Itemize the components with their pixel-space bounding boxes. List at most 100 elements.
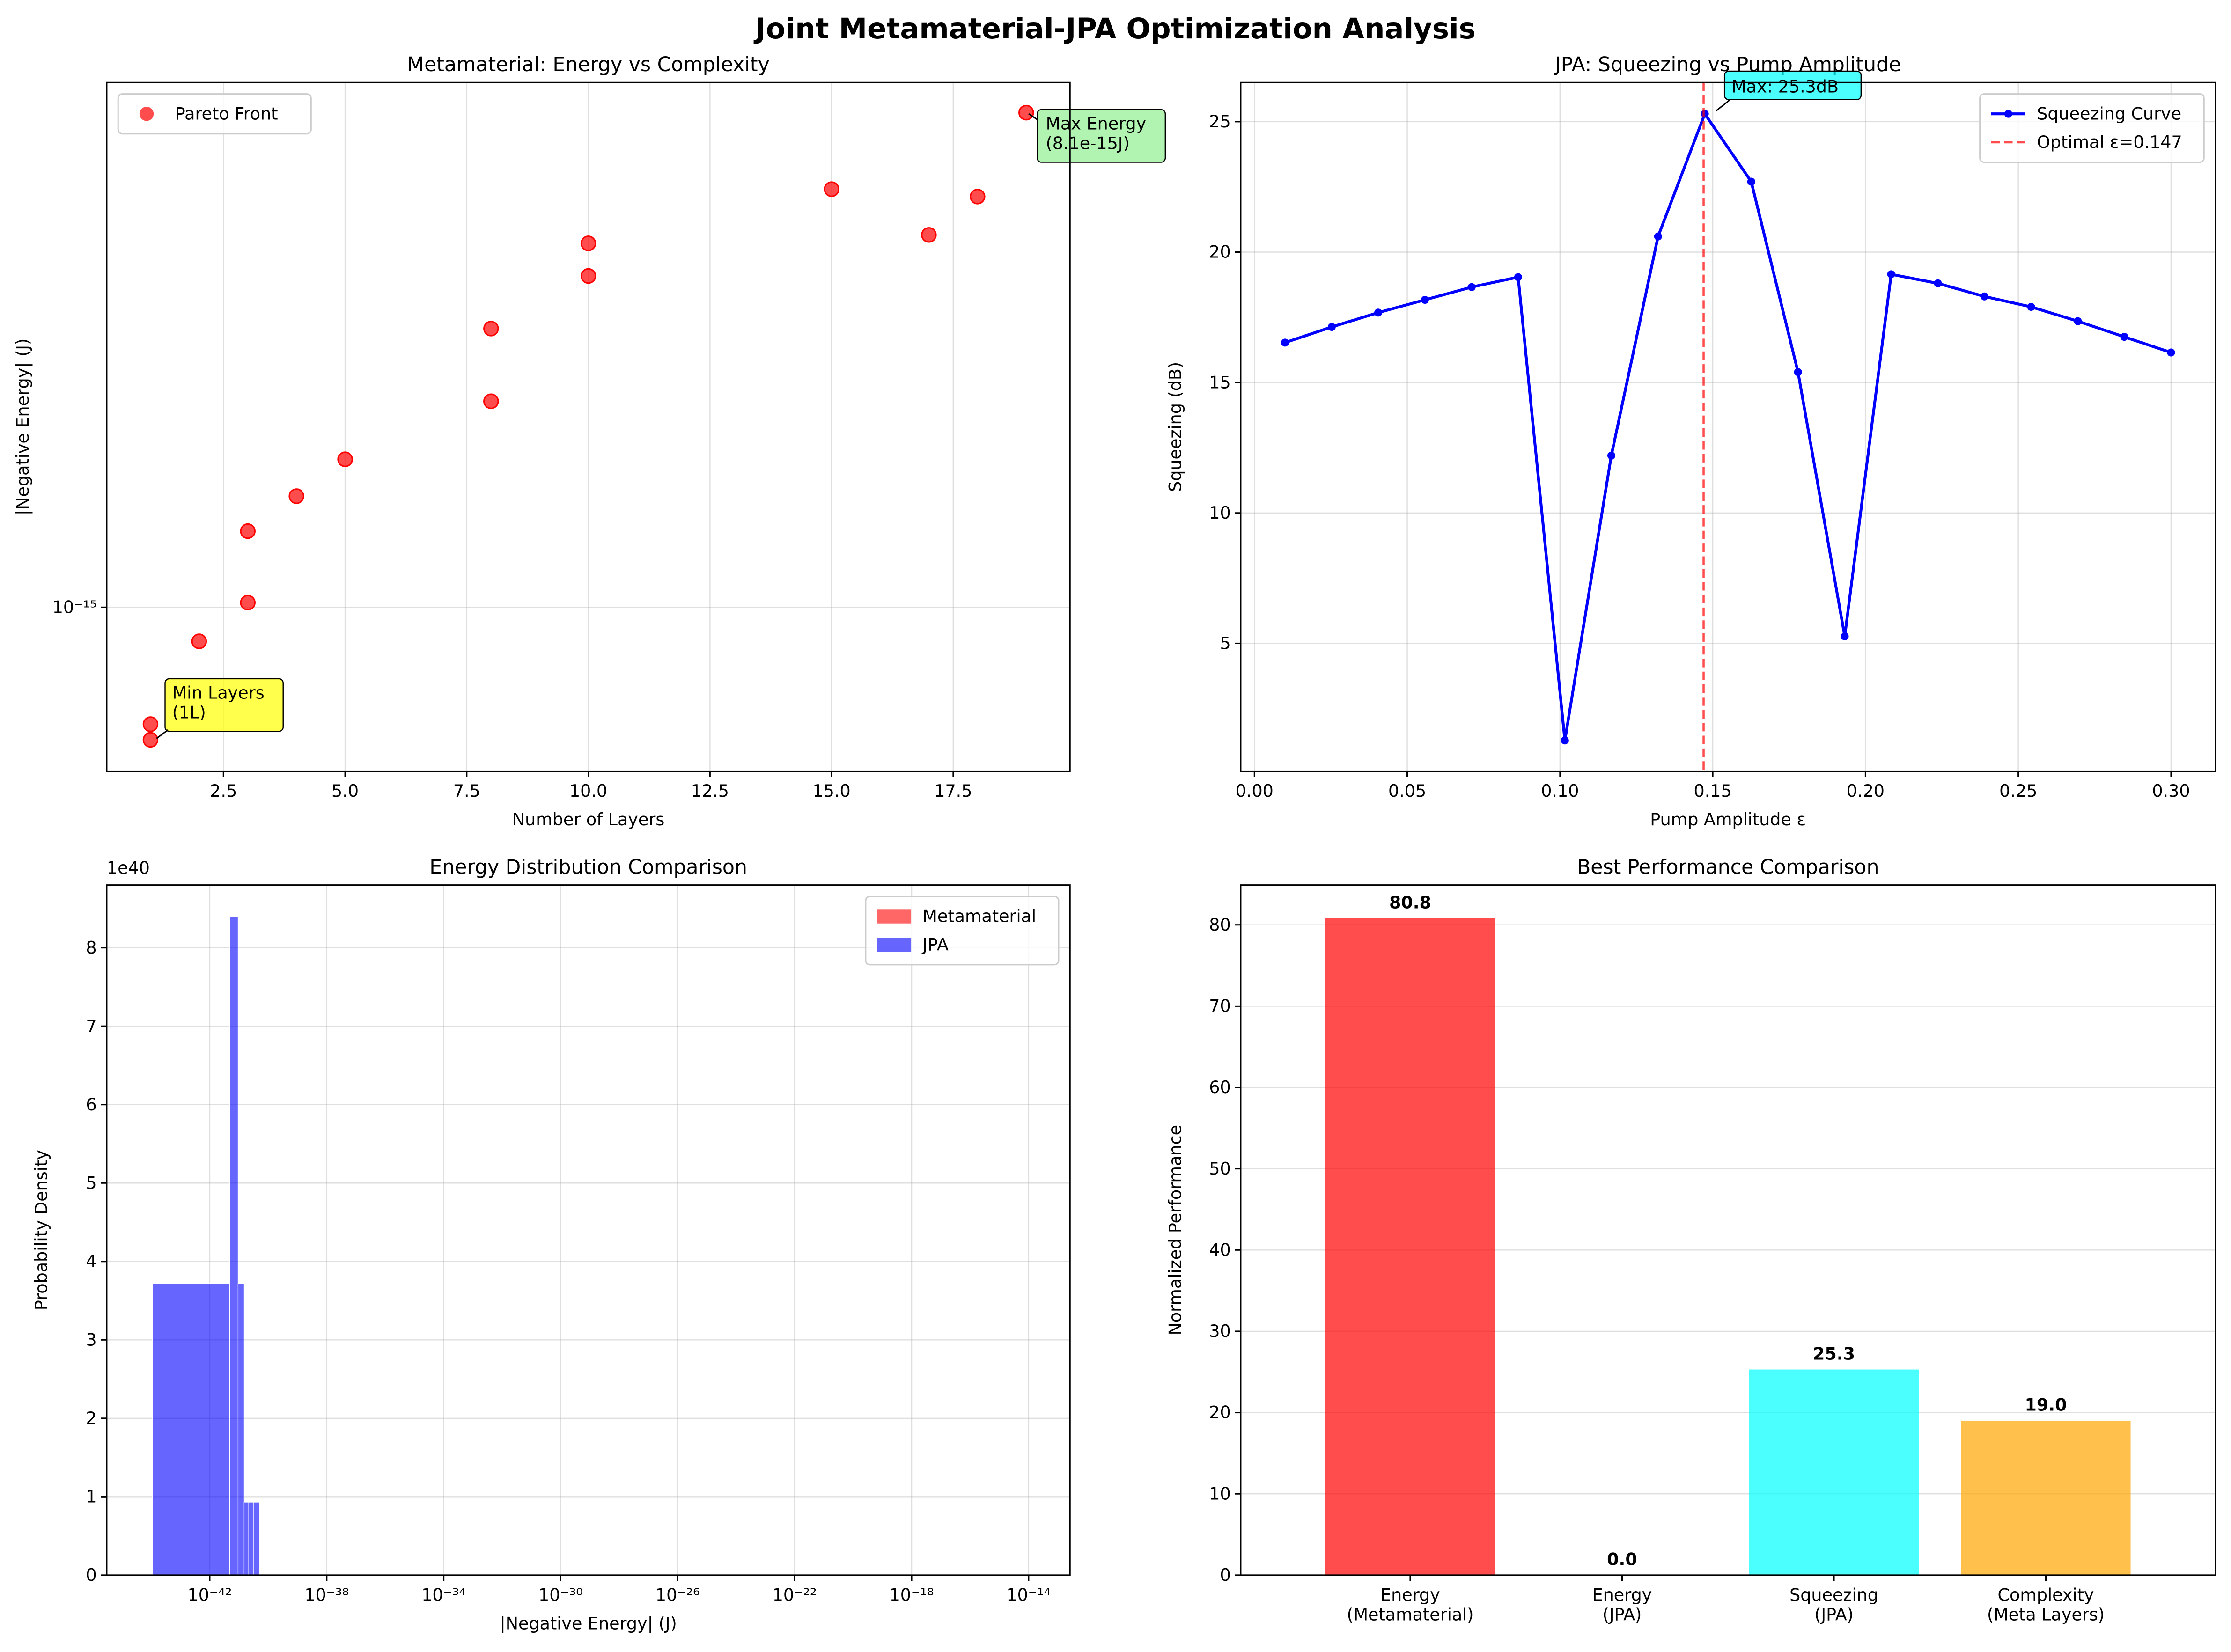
- scatter-point: [970, 189, 986, 205]
- legend-label: Metamaterial: [922, 906, 1036, 926]
- x-tick-label: 0.25: [1999, 781, 2037, 801]
- y-tick-label: 7: [86, 1016, 96, 1036]
- y-tick-label: 10: [1209, 1483, 1230, 1504]
- scatter-point: [580, 235, 596, 251]
- legend-label: Optimal ε=0.147: [2037, 132, 2182, 152]
- x-tick-label: 7.5: [453, 781, 480, 801]
- legend-label: JPA: [921, 934, 948, 954]
- line-marker: [1374, 308, 1383, 317]
- x-tick-label: Energy (JPA): [1592, 1585, 1652, 1625]
- x-tick-label: 15.0: [813, 781, 851, 801]
- x-tick-label: 10⁻³⁰: [538, 1585, 583, 1605]
- line-marker: [1794, 368, 1802, 376]
- annotation-arrow: [156, 729, 169, 739]
- scatter-point: [921, 227, 937, 243]
- line-marker: [1327, 323, 1336, 331]
- line-marker: [1887, 270, 1895, 279]
- y-tick-label: 80: [1209, 915, 1230, 935]
- y-tick-label: 0: [86, 1565, 96, 1585]
- annotation-arrow: [1715, 99, 1731, 112]
- scatter-point: [240, 523, 256, 539]
- x-tick-label: 10⁻²²: [773, 1585, 817, 1605]
- scatter-point: [288, 488, 304, 504]
- scatter-point: [483, 393, 499, 409]
- scatter-point: [142, 716, 159, 732]
- y-tick-label: 2: [86, 1408, 96, 1428]
- x-tick-label: Squeezing (JPA): [1789, 1585, 1878, 1625]
- scatter-point: [240, 595, 256, 611]
- value-label: 0.0: [1607, 1549, 1637, 1570]
- y-tick-label: 10⁻¹⁵: [52, 597, 97, 617]
- line-marker: [1701, 110, 1709, 118]
- annotation: Max Energy (8.1e-15J): [1046, 114, 1147, 154]
- line-marker: [1980, 292, 1988, 301]
- line-marker: [1421, 295, 1429, 304]
- x-tick-label: 0.15: [1694, 781, 1732, 801]
- y-tick-label: 25: [1209, 111, 1230, 132]
- axes-frame: [1240, 81, 2216, 772]
- y-tick-label: 70: [1209, 996, 1230, 1016]
- x-tick-label: Complexity (Meta Layers): [1987, 1585, 2105, 1625]
- y-axis-label: Squeezing (dB): [1165, 362, 1185, 492]
- y-axis-label: Probability Density: [31, 1150, 51, 1310]
- histogram-bar: [243, 1502, 249, 1576]
- bar: [1749, 1369, 1919, 1575]
- x-tick-label: 17.5: [934, 781, 972, 801]
- axes-title: Best Performance Comparison: [1577, 856, 1879, 879]
- histogram-bar: [152, 1283, 230, 1576]
- scatter-point: [1018, 104, 1034, 121]
- line-marker: [2120, 333, 2128, 341]
- y-tick-label: 10: [1209, 503, 1230, 523]
- figure-title: Joint Metamaterial-JPA Optimization Anal…: [753, 13, 1476, 45]
- scatter-point: [142, 732, 159, 748]
- y-tick-label: 6: [86, 1094, 96, 1115]
- x-tick-label: 12.5: [691, 781, 729, 801]
- line-marker: [1467, 283, 1476, 291]
- x-tick-label: 2.5: [210, 781, 237, 801]
- x-tick-label: 0.00: [1236, 781, 1274, 801]
- line-marker: [1561, 736, 1569, 745]
- y-tick-label: 60: [1209, 1077, 1230, 1097]
- value-label: 19.0: [2025, 1395, 2067, 1415]
- x-tick-label: 0.30: [2152, 781, 2190, 801]
- annotation: Min Layers (1L): [172, 683, 265, 722]
- legend-box: [117, 93, 312, 135]
- line: [1284, 110, 2172, 741]
- legend-swatch: [877, 909, 912, 924]
- axes-frame: [1240, 884, 2216, 1576]
- legend-box: [865, 896, 1060, 966]
- legend-swatch: [139, 106, 154, 121]
- annotation-box: [1723, 70, 1862, 100]
- y-tick-label: 50: [1209, 1159, 1230, 1179]
- axes-title: Energy Distribution Comparison: [429, 856, 747, 879]
- x-axis-label: Pump Amplitude ε: [1650, 809, 1806, 830]
- line-marker: [1514, 273, 1522, 281]
- scatter-point: [337, 451, 353, 467]
- axes-frame: [106, 81, 1071, 772]
- line-marker: [1841, 632, 1849, 640]
- x-tick-label: 10⁻¹⁸: [890, 1585, 934, 1605]
- value-label: 25.3: [1813, 1344, 1855, 1364]
- x-tick-label: 5.0: [331, 781, 359, 801]
- histogram-bar: [248, 1502, 254, 1576]
- x-axis-label: Number of Layers: [512, 809, 664, 830]
- annotation-arrow: [1028, 113, 1038, 120]
- y-tick-label: 5: [86, 1173, 96, 1193]
- axes-title: Metamaterial: Energy vs Complexity: [407, 53, 769, 76]
- y-tick-label: 3: [86, 1329, 96, 1350]
- legend-box: [1979, 93, 2205, 163]
- x-tick-label: 10⁻²⁶: [655, 1585, 700, 1605]
- histogram-bar: [237, 1283, 245, 1576]
- y-tick-label: 1: [86, 1486, 96, 1506]
- y-tick-label: 40: [1209, 1240, 1230, 1260]
- annotation-box: [164, 678, 284, 732]
- y-tick-label: 15: [1209, 372, 1230, 392]
- legend-swatch: [877, 938, 912, 952]
- line-marker: [1281, 338, 1289, 347]
- scatter-point: [824, 181, 839, 197]
- x-tick-label: 10⁻⁴²: [188, 1585, 232, 1605]
- y-axis-label: Normalized Performance: [1165, 1125, 1185, 1336]
- x-tick-label: 10⁻³⁸: [304, 1585, 349, 1605]
- value-label: 80.8: [1389, 893, 1431, 913]
